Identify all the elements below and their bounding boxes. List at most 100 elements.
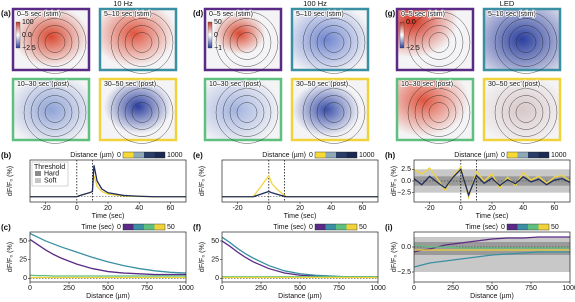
distance-ring — [414, 18, 464, 67]
legend-tick-label: 50 — [359, 224, 367, 231]
distance-ring — [222, 88, 272, 137]
series-line — [414, 165, 570, 200]
distance-ring — [421, 95, 457, 130]
x-tick-label: 0 — [220, 285, 224, 292]
legend-title: Time (sec) — [273, 224, 306, 231]
plot-area — [414, 236, 570, 272]
panel-label: (g) — [385, 9, 396, 18]
distance-ring — [37, 95, 73, 130]
distance-ring — [229, 95, 265, 130]
legend-swatch — [538, 152, 549, 158]
y-tick-label: 50 — [211, 238, 219, 245]
legend-swatch — [133, 152, 144, 158]
x-axis-label: Time (sec) — [92, 213, 125, 220]
series-line — [222, 190, 378, 198]
legend-swatch — [346, 152, 357, 158]
legend-label: Hard — [44, 170, 59, 177]
x-tick-label: -20 — [425, 205, 435, 212]
distance-ring — [421, 25, 457, 60]
distance-ring — [414, 88, 464, 137]
plot-area — [222, 236, 378, 279]
distance-ring — [323, 32, 345, 53]
map-label: 10–30 sec (post) — [209, 81, 261, 88]
column-title: 10 Hz — [113, 0, 133, 8]
x-tick-label: 1000 — [178, 285, 194, 292]
x-tick-label: 500 — [294, 285, 306, 292]
legend-swatch — [538, 224, 549, 230]
heatmap — [290, 7, 370, 72]
heatmap — [482, 7, 562, 72]
x-axis-label: Distance (µm) — [86, 293, 130, 300]
legend-swatch — [35, 178, 41, 183]
distance-ring — [428, 32, 450, 53]
distance-ring — [508, 95, 544, 130]
x-tick-label: -20 — [41, 205, 51, 212]
distance-ring — [124, 25, 160, 60]
legend-title: Distance (µm) — [262, 152, 306, 159]
legend-frame — [122, 223, 166, 231]
distance-ring — [229, 25, 265, 60]
legend-swatch — [517, 224, 528, 230]
distance-ring — [222, 18, 272, 67]
x-axis-label: Time (sec) — [284, 213, 317, 220]
legend-title: Threshold — [34, 164, 65, 171]
x-tick-label: 0 — [412, 285, 416, 292]
x-tick-label: 0 — [28, 285, 32, 292]
legend-tick-label: 0 — [309, 224, 313, 231]
legend-swatch — [133, 224, 144, 230]
series-line — [414, 251, 570, 268]
legend-tick-label: 0 — [309, 152, 313, 159]
distance-ring — [110, 81, 174, 144]
heatmap — [395, 7, 475, 72]
colorbar-tick-label: 0.0 — [22, 32, 32, 39]
x-axis-label: Time (sec) — [476, 213, 509, 220]
column-title: LED — [500, 0, 515, 8]
series-line — [30, 274, 186, 277]
legend-title: Distance (µm) — [70, 152, 114, 159]
x-tick-label: 500 — [486, 285, 498, 292]
legend-swatch — [507, 152, 518, 158]
legend-frame — [122, 151, 166, 159]
distance-ring — [428, 102, 450, 123]
legend-swatch — [154, 224, 165, 230]
legend-swatch — [336, 152, 347, 158]
legend-swatch — [154, 152, 165, 158]
distance-ring — [23, 81, 87, 144]
legend-label: Soft — [44, 177, 57, 184]
legend-swatch — [325, 224, 336, 230]
heatmap — [98, 77, 178, 142]
y-axis-label: dF/F₀ (%) — [7, 242, 14, 272]
legend-tick-label: 0 — [501, 224, 505, 231]
distance-ring — [309, 88, 359, 137]
distance-ring — [236, 102, 258, 123]
panel-label: (a) — [1, 9, 11, 18]
plot-area — [414, 160, 570, 202]
x-tick-label: 0 — [459, 205, 463, 212]
colorbar-tick-label: 0.0 — [406, 19, 416, 26]
colorbar — [15, 21, 21, 49]
x-tick-label: 0 — [75, 205, 79, 212]
heatmap — [11, 77, 91, 142]
x-tick-label: 60 — [359, 205, 367, 212]
legend-title: Time (sec) — [465, 224, 498, 231]
map-label: 5–10 sec (stim) — [488, 11, 536, 18]
colorbar-tick-label: −2.5 — [22, 45, 36, 52]
series-line — [414, 236, 570, 253]
x-axis-label: Distance (µm) — [470, 293, 514, 300]
distance-ring — [215, 11, 279, 74]
heatmap — [203, 7, 283, 72]
series-line — [30, 238, 186, 276]
legend-frame — [314, 223, 358, 231]
legend-tick-label: 0 — [117, 224, 121, 231]
legend-swatch — [144, 224, 155, 230]
y-axis-label: dF/F₀ (%) — [7, 166, 14, 196]
colorbar-tick-label: −1 — [214, 45, 222, 52]
legend-tick-label: 0 — [501, 152, 505, 159]
y-tick-label: 0.0 — [401, 178, 411, 185]
distance-ring — [30, 88, 80, 137]
series-line — [414, 244, 570, 249]
legend-frame — [506, 223, 550, 231]
heatmap — [482, 77, 562, 142]
legend-swatch — [35, 171, 41, 176]
colorbar-tick-label: 0 — [214, 32, 218, 39]
